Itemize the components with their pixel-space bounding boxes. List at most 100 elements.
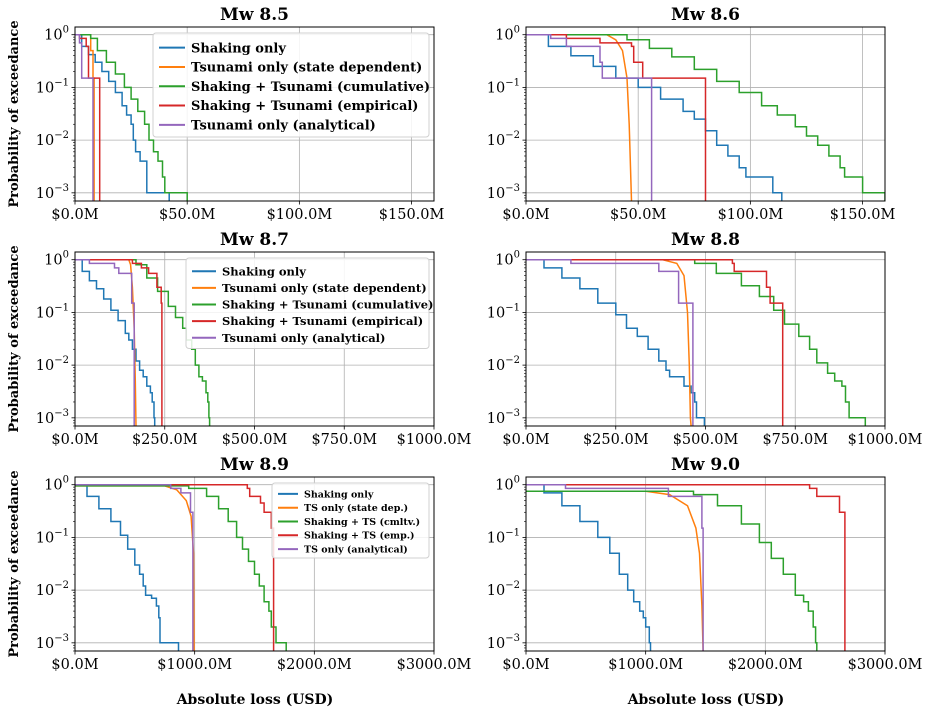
series-line-empirical bbox=[75, 258, 163, 426]
axes-frame bbox=[525, 476, 886, 652]
y-tick-base: 10 bbox=[487, 358, 505, 374]
series-line-analytical bbox=[75, 258, 135, 426]
y-tick-exponent: −1 bbox=[54, 77, 69, 88]
x-tick-label: $750.0M bbox=[311, 432, 377, 448]
series-line-cumulative bbox=[526, 490, 818, 651]
subplot-2: $0.0M $50.0M $100.0M $150.0M10010−110−210−3… bbox=[487, 5, 896, 223]
y-tick-label: 10−1 bbox=[487, 302, 520, 321]
series-line-tsunami_state bbox=[75, 33, 95, 201]
y-tick-label: 10−1 bbox=[36, 77, 69, 96]
subplot-title: Mw 8.7 bbox=[220, 230, 289, 250]
y-tick-exponent: 0 bbox=[63, 475, 69, 486]
x-tick-label: $50.0M bbox=[159, 207, 216, 223]
legend-label: Tsunami only (state dependent) bbox=[222, 281, 427, 295]
y-tick-label: 10−3 bbox=[487, 183, 520, 202]
subplot-5: $0.0M $1000.0M $2000.0M $3000.0M10010−110−2… bbox=[36, 455, 472, 673]
x-tick-label: $1000.0M bbox=[157, 657, 232, 673]
y-tick-label: 10−1 bbox=[36, 302, 69, 321]
y-tick-label: 100 bbox=[44, 250, 69, 269]
y-tick-base: 10 bbox=[44, 478, 62, 494]
subplot-4: $0.0M $250.0M $500.0M $750.0M $1000.0M10010−… bbox=[487, 230, 923, 448]
series-line-tsunami_state bbox=[75, 485, 195, 651]
series-line-shaking bbox=[75, 483, 180, 651]
x-axis-label-right: Absolute loss (USD) bbox=[627, 692, 785, 708]
legend-label: Shaking only bbox=[222, 264, 306, 278]
y-tick-base: 10 bbox=[44, 28, 62, 44]
y-tick-exponent: −2 bbox=[505, 130, 520, 141]
y-tick-label: 10−1 bbox=[36, 527, 69, 546]
y-tick-exponent: −1 bbox=[505, 302, 520, 313]
y-tick-base: 10 bbox=[495, 478, 513, 494]
y-tick-base: 10 bbox=[36, 305, 54, 321]
y-tick-label: 10−3 bbox=[36, 183, 69, 202]
y-tick-exponent: −2 bbox=[54, 130, 69, 141]
y-tick-exponent: −3 bbox=[505, 408, 520, 419]
y-tick-base: 10 bbox=[487, 583, 505, 599]
y-tick-exponent: 0 bbox=[63, 25, 69, 36]
series-line-analytical bbox=[526, 483, 704, 651]
y-tick-label: 10−1 bbox=[487, 527, 520, 546]
series-line-cumulative bbox=[526, 33, 885, 201]
series-line-shaking bbox=[75, 258, 156, 426]
legend-label: Shaking + TS (emp.) bbox=[304, 531, 415, 542]
x-tick-label: $250.0M bbox=[583, 432, 649, 448]
legend-label: Shaking + Tsunami (empirical) bbox=[222, 314, 423, 328]
series-line-analytical bbox=[526, 33, 653, 201]
subplot-title: Mw 8.5 bbox=[220, 5, 289, 25]
y-tick-label: 100 bbox=[495, 25, 520, 44]
y-tick-base: 10 bbox=[36, 411, 54, 427]
y-tick-exponent: −3 bbox=[54, 633, 69, 644]
x-tick-label: $100.0M bbox=[267, 207, 333, 223]
series-line-analytical bbox=[75, 33, 94, 201]
series-line-cumulative bbox=[526, 258, 867, 426]
y-tick-base: 10 bbox=[36, 358, 54, 374]
y-tick-label: 100 bbox=[44, 25, 69, 44]
x-tick-label: $750.0M bbox=[762, 432, 828, 448]
subplot-1: $0.0M $50.0M $100.0M $150.0M10010−110−210−3… bbox=[36, 5, 445, 223]
subplot-title: Mw 9.0 bbox=[671, 455, 740, 475]
x-tick-label: $250.0M bbox=[132, 432, 198, 448]
y-tick-exponent: 0 bbox=[63, 250, 69, 261]
subplot-title: Mw 8.8 bbox=[671, 230, 740, 250]
y-tick-label: 10−2 bbox=[487, 580, 520, 599]
x-tick-label: $500.0M bbox=[673, 432, 739, 448]
y-tick-label: 100 bbox=[44, 475, 69, 494]
y-tick-base: 10 bbox=[487, 133, 505, 149]
series-line-tsunami_state bbox=[526, 490, 704, 651]
series-line-empirical bbox=[526, 258, 784, 426]
legend: Shaking only Tsunami only (state dependen… bbox=[152, 32, 430, 138]
axes-frame bbox=[74, 476, 435, 652]
legend: Shaking only Tsunami only (state dependen… bbox=[185, 257, 433, 349]
legend-box bbox=[271, 482, 430, 559]
series-line-empirical bbox=[75, 483, 275, 651]
legend-label: Shaking + Tsunami (empirical) bbox=[191, 99, 418, 114]
series-line-empirical bbox=[526, 33, 707, 201]
y-tick-exponent: 0 bbox=[514, 475, 520, 486]
x-tick-label: $500.0M bbox=[222, 432, 288, 448]
y-tick-base: 10 bbox=[36, 636, 54, 652]
x-tick-label: $0.0M bbox=[51, 432, 98, 448]
y-tick-exponent: −1 bbox=[54, 527, 69, 538]
y-tick-base: 10 bbox=[36, 80, 54, 96]
x-tick-label: $1000.0M bbox=[397, 432, 472, 448]
y-tick-label: 10−3 bbox=[36, 408, 69, 427]
subplot-title: Mw 8.9 bbox=[220, 455, 289, 475]
y-tick-label: 10−3 bbox=[487, 633, 520, 652]
y-tick-label: 10−3 bbox=[487, 408, 520, 427]
series-line-tsunami_state bbox=[75, 258, 137, 426]
x-tick-label: $1000.0M bbox=[848, 432, 923, 448]
y-tick-exponent: −2 bbox=[54, 580, 69, 591]
y-tick-base: 10 bbox=[487, 80, 505, 96]
y-tick-base: 10 bbox=[36, 583, 54, 599]
y-tick-exponent: −2 bbox=[505, 580, 520, 591]
x-tick-label: $3000.0M bbox=[848, 657, 923, 673]
axes-frame bbox=[74, 26, 435, 202]
y-axis-label-row3: Probability of exceedance bbox=[7, 470, 22, 657]
x-tick-label: $3000.0M bbox=[397, 657, 472, 673]
y-axis-label-row1: Probability of exceedance bbox=[7, 20, 22, 207]
y-tick-label: 10−2 bbox=[36, 130, 69, 149]
subplot-6: $0.0M $1000.0M $2000.0M $3000.0M10010−110−2… bbox=[487, 455, 923, 673]
y-tick-label: 10−2 bbox=[36, 580, 69, 599]
legend-box bbox=[152, 32, 430, 138]
y-tick-exponent: −3 bbox=[54, 408, 69, 419]
